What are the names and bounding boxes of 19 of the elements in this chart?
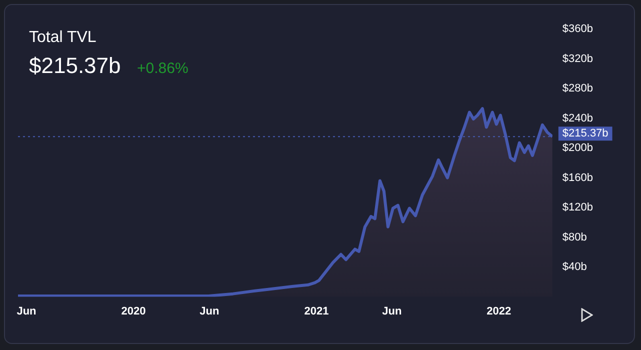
y-tick-label: $280b <box>562 82 594 95</box>
x-tick-label: 2022 <box>486 305 512 318</box>
annotation: +0.86% <box>137 60 188 77</box>
y-tick-label: $320b <box>562 52 594 65</box>
y-tick-label: $160b <box>562 172 594 184</box>
x-tick-label: Jun <box>382 305 402 318</box>
y-tick-label: $80b <box>562 231 587 244</box>
x-tick-label: 2020 <box>121 305 146 318</box>
x-tick-label: 2021 <box>304 305 329 318</box>
ref-line-label: $215.37b <box>562 128 608 140</box>
y-tick-label: $240b <box>562 112 594 124</box>
y-tick-label: $40b <box>562 261 587 274</box>
y-tick-label: $200b <box>562 142 594 154</box>
x-tick-label: Jun <box>16 305 37 318</box>
y-tick-label: $360b <box>562 23 594 36</box>
chart-title: Total TVL <box>29 29 96 47</box>
x-tick-label: Jun <box>200 305 220 318</box>
y-tick-label: $120b <box>562 202 594 214</box>
text: $215.37b <box>29 53 121 79</box>
